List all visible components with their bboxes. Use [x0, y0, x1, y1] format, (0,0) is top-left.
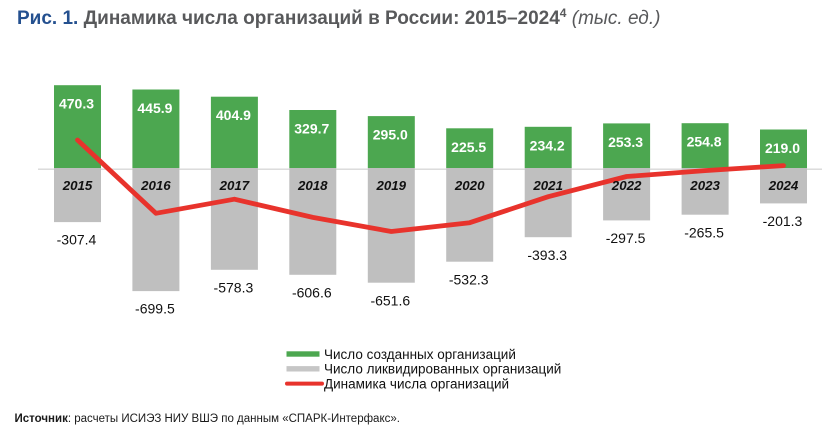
- svg-text:-393.3: -393.3: [527, 247, 567, 263]
- svg-text:234.2: 234.2: [530, 137, 565, 153]
- svg-text:-651.6: -651.6: [370, 292, 410, 308]
- svg-text:2016: 2016: [140, 178, 171, 193]
- svg-text:Динамика числа организаций: Динамика числа организаций: [324, 376, 509, 391]
- svg-text:404.9: 404.9: [216, 107, 251, 123]
- svg-text:-699.5: -699.5: [135, 301, 175, 317]
- svg-text:254.8: 254.8: [687, 134, 722, 150]
- svg-text:Число созданных организаций: Число созданных организаций: [324, 347, 516, 362]
- svg-text:-532.3: -532.3: [449, 271, 489, 287]
- svg-text:2019: 2019: [376, 178, 407, 193]
- svg-text:2024: 2024: [768, 178, 799, 193]
- svg-text:253.3: 253.3: [608, 134, 643, 150]
- svg-text:-265.5: -265.5: [684, 224, 724, 240]
- svg-text:2018: 2018: [297, 178, 328, 193]
- svg-text:-606.6: -606.6: [292, 284, 332, 300]
- svg-text:470.3: 470.3: [59, 96, 94, 112]
- svg-text:295.0: 295.0: [373, 127, 408, 143]
- svg-text:329.7: 329.7: [294, 121, 329, 137]
- svg-text:-578.3: -578.3: [214, 279, 254, 295]
- svg-text:2021: 2021: [532, 178, 563, 193]
- svg-text:2022: 2022: [611, 178, 642, 193]
- svg-text:2017: 2017: [219, 178, 250, 193]
- svg-text:-307.4: -307.4: [57, 232, 97, 248]
- svg-text:2015: 2015: [62, 178, 93, 193]
- svg-text:Число ликвидированных организа: Число ликвидированных организаций: [324, 362, 561, 377]
- svg-text:219.0: 219.0: [765, 140, 800, 156]
- svg-text:225.5: 225.5: [451, 139, 486, 155]
- svg-text:2023: 2023: [689, 178, 720, 193]
- svg-text:445.9: 445.9: [137, 100, 172, 116]
- svg-text:-201.3: -201.3: [763, 213, 803, 229]
- svg-text:2020: 2020: [454, 178, 485, 193]
- svg-text:-297.5: -297.5: [606, 230, 646, 246]
